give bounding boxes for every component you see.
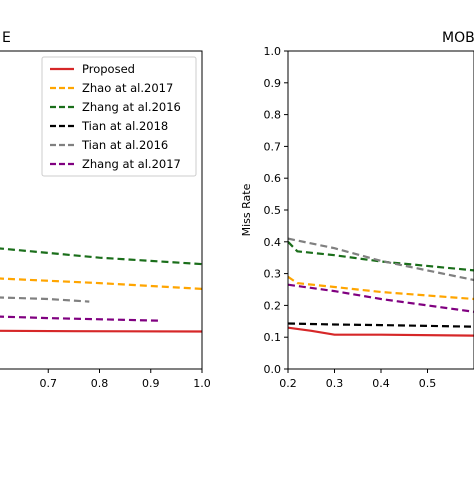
y-tick-label: 0.6 [264, 172, 282, 185]
legend-box [41, 56, 197, 177]
legend-entry-label: Zhao at al.2017 [82, 81, 173, 95]
chart-title: E [2, 30, 11, 46]
series-line-zhao-at-al-2017 [288, 275, 474, 301]
series-line-proposed [0, 329, 202, 333]
x-tick-label: 0.4 [372, 377, 390, 390]
x-tick-label: 0.8 [91, 377, 109, 390]
y-tick-label: 0.2 [264, 299, 282, 312]
legend: Proposed Zhao at al.2017 Zhang at al.2016 T… [41, 56, 197, 177]
series-line-tian-at-al-2016 [288, 237, 474, 282]
y-tick-label: 0.1 [264, 331, 282, 344]
series-line-zhang-at-al-2016 [288, 241, 474, 272]
legend-entry-label: Zhang at al.2016 [82, 100, 181, 114]
y-tick-label: 0.0 [264, 363, 282, 376]
x-tick-label: 0.3 [326, 377, 344, 390]
series-line-zhang-at-al-2017 [0, 315, 162, 322]
x-tick-label: 0.7 [40, 377, 58, 390]
chart-panel-1: 0.7 0.8 0.9 1.0 E Proposed Zhao at al.2017 Zhan… [0, 30, 211, 390]
series-line-zhang-at-al-2016 [0, 247, 202, 266]
legend-entry-label: Proposed [82, 62, 135, 76]
legend-entry-label: Zhang at al.2017 [82, 157, 181, 171]
y-tick-label: 0.3 [264, 268, 282, 281]
y-tick-label: 0.5 [264, 204, 282, 217]
chart-panel-2: 0.2 0.3 0.4 0.5 0.0 0.1 0.2 0.3 0.4 0.5 0.6 0.7 0.8 0… [240, 30, 474, 390]
legend-entry-label: Tian at al.2018 [81, 119, 168, 133]
legend-entry-label: Tian at al.2016 [81, 138, 168, 152]
y-tick-label: 0.7 [264, 140, 282, 153]
chart-title: MOB [442, 30, 474, 46]
series-line-proposed [288, 326, 474, 337]
x-tick-label: 0.5 [419, 377, 437, 390]
x-tick-label: 1.0 [193, 377, 211, 390]
series-line-zhao-at-al-2017 [0, 277, 202, 290]
y-tick-label: 0.8 [264, 109, 282, 122]
y-tick-label: 0.9 [264, 77, 282, 90]
x-tick-label: 0.2 [279, 377, 297, 390]
y-tick-label: 0.4 [264, 236, 282, 249]
y-axis-label: Miss Rate [240, 183, 253, 236]
axes-frame [287, 50, 474, 370]
series-line-zhang-at-al-2017 [288, 283, 474, 313]
y-tick-label: 1.0 [264, 45, 282, 58]
series-line-tian-at-al-2016 [0, 296, 90, 303]
series-line-tian-at-al-2018 [288, 322, 474, 328]
x-tick-label: 0.9 [142, 377, 160, 390]
